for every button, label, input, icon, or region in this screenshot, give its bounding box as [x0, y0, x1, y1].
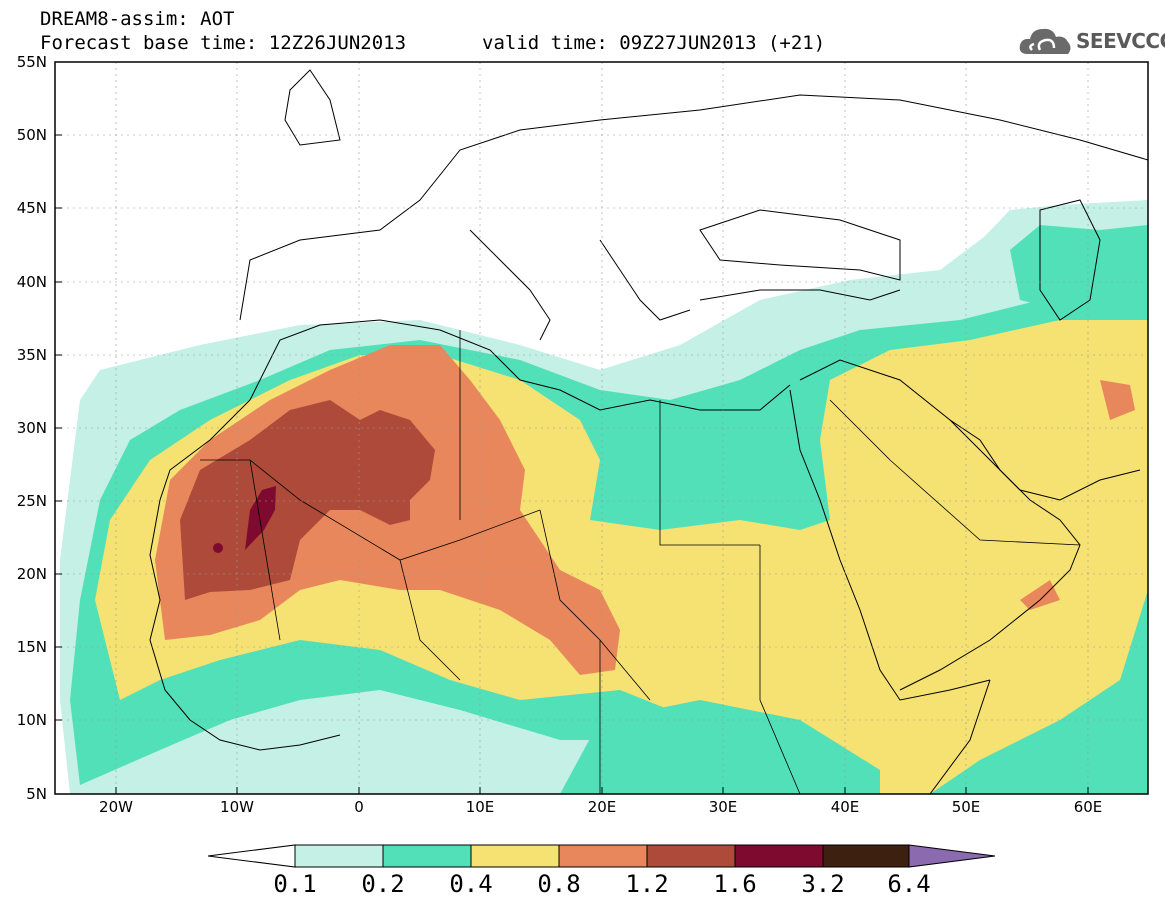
coastline-africa-north	[159, 319, 791, 501]
forecast-base-time: Forecast base time: 12Z26JUN2013	[40, 32, 407, 54]
lon-label: 10E	[466, 798, 495, 816]
coastline-black-sea	[699, 209, 901, 281]
coastline-africa-west	[149, 499, 341, 751]
border-5	[539, 509, 651, 701]
gridlines	[55, 62, 1148, 794]
colorbar-label: 6.4	[887, 870, 930, 898]
coastline-caspian	[1039, 199, 1101, 321]
colorbar-arrow-low	[207, 844, 296, 868]
lon-label: 40E	[831, 798, 860, 816]
lon-label: 10W	[220, 798, 254, 816]
map-title: DREAM8-assim: AOT	[40, 8, 235, 30]
colorbar-swatch	[734, 844, 824, 868]
colorbar-label: 3.2	[801, 870, 844, 898]
lon-label: 20E	[588, 798, 617, 816]
lat-label: 20N	[17, 565, 47, 583]
border-7	[399, 559, 461, 681]
lat-label: 35N	[17, 346, 47, 364]
lon-label: 60E	[1074, 798, 1103, 816]
lat-label: 50N	[17, 126, 47, 144]
lon-label: 30E	[709, 798, 738, 816]
coastline-arabia	[799, 359, 1081, 691]
coastlines	[149, 69, 1148, 794]
lon-label: 0	[354, 798, 364, 816]
coastline-red-sea	[789, 389, 991, 701]
coastline-italy	[469, 229, 551, 341]
lat-label: 40N	[17, 273, 47, 291]
colorbar-arrow-high	[908, 844, 996, 868]
colorbar-labels: 0.1 0.2 0.4 0.8 1.2 1.6 3.2 6.4	[273, 870, 930, 898]
colorbar-label: 0.2	[361, 870, 404, 898]
valid-time: valid time: 09Z27JUN2013 (+21)	[482, 32, 826, 54]
colorbar-swatch	[294, 844, 384, 868]
colorbar-swatch	[470, 844, 560, 868]
aot-contour-0-4-south	[560, 700, 880, 794]
border-2	[249, 459, 281, 641]
lat-axis: 55N 50N 45N 40N 35N 30N 25N 20N 15N 10N …	[17, 53, 62, 803]
lon-label: 20W	[99, 798, 133, 816]
coastline-europe	[239, 94, 1148, 321]
aot-contour-0-2-east	[1010, 225, 1148, 310]
colorbar-label: 0.8	[537, 870, 580, 898]
coastline-greece	[599, 239, 691, 321]
border-1	[200, 459, 541, 561]
colorbar-label: 1.2	[625, 870, 668, 898]
colorbar-swatch	[646, 844, 736, 868]
lat-label: 5N	[26, 785, 47, 803]
lat-label: 55N	[17, 53, 47, 71]
lat-label: 10N	[17, 711, 47, 729]
colorbar	[207, 844, 996, 868]
coastline-uk	[284, 69, 341, 146]
border-9	[759, 545, 801, 794]
aot-contour-0-8-arabia2	[1020, 580, 1060, 610]
aot-contour-1-6	[245, 486, 276, 550]
colorbar-label: 1.6	[713, 870, 756, 898]
seevccc-logo: SEEVCCC	[1018, 22, 1165, 58]
border-6	[829, 399, 1081, 546]
logo-text: SEEVCCC	[1076, 29, 1165, 53]
colorbar-swatch	[822, 844, 910, 868]
colorbar-swatch	[382, 844, 472, 868]
colorbar-swatch	[558, 844, 648, 868]
lat-label: 30N	[17, 419, 47, 437]
coastline-anatolia	[699, 289, 901, 301]
lat-label: 15N	[17, 638, 47, 656]
aot-contour-1-2	[180, 400, 435, 600]
border-4	[659, 400, 760, 546]
coastline-persian-gulf	[949, 419, 1141, 501]
cloud-icon	[1019, 28, 1071, 54]
lat-label: 25N	[17, 492, 47, 510]
coastline-horn	[929, 679, 991, 794]
colorbar-label: 0.4	[449, 870, 492, 898]
lat-label: 45N	[17, 199, 47, 217]
colorbar-label: 0.1	[273, 870, 316, 898]
lon-label: 50E	[952, 798, 981, 816]
borders	[200, 330, 1081, 794]
lon-axis: 20W 10W 0 10E 20E 30E 40E 50E 60E	[99, 787, 1102, 816]
aot-contour-0-8-arabia	[1100, 380, 1135, 420]
aot-contour-1-6-spot	[213, 543, 223, 553]
